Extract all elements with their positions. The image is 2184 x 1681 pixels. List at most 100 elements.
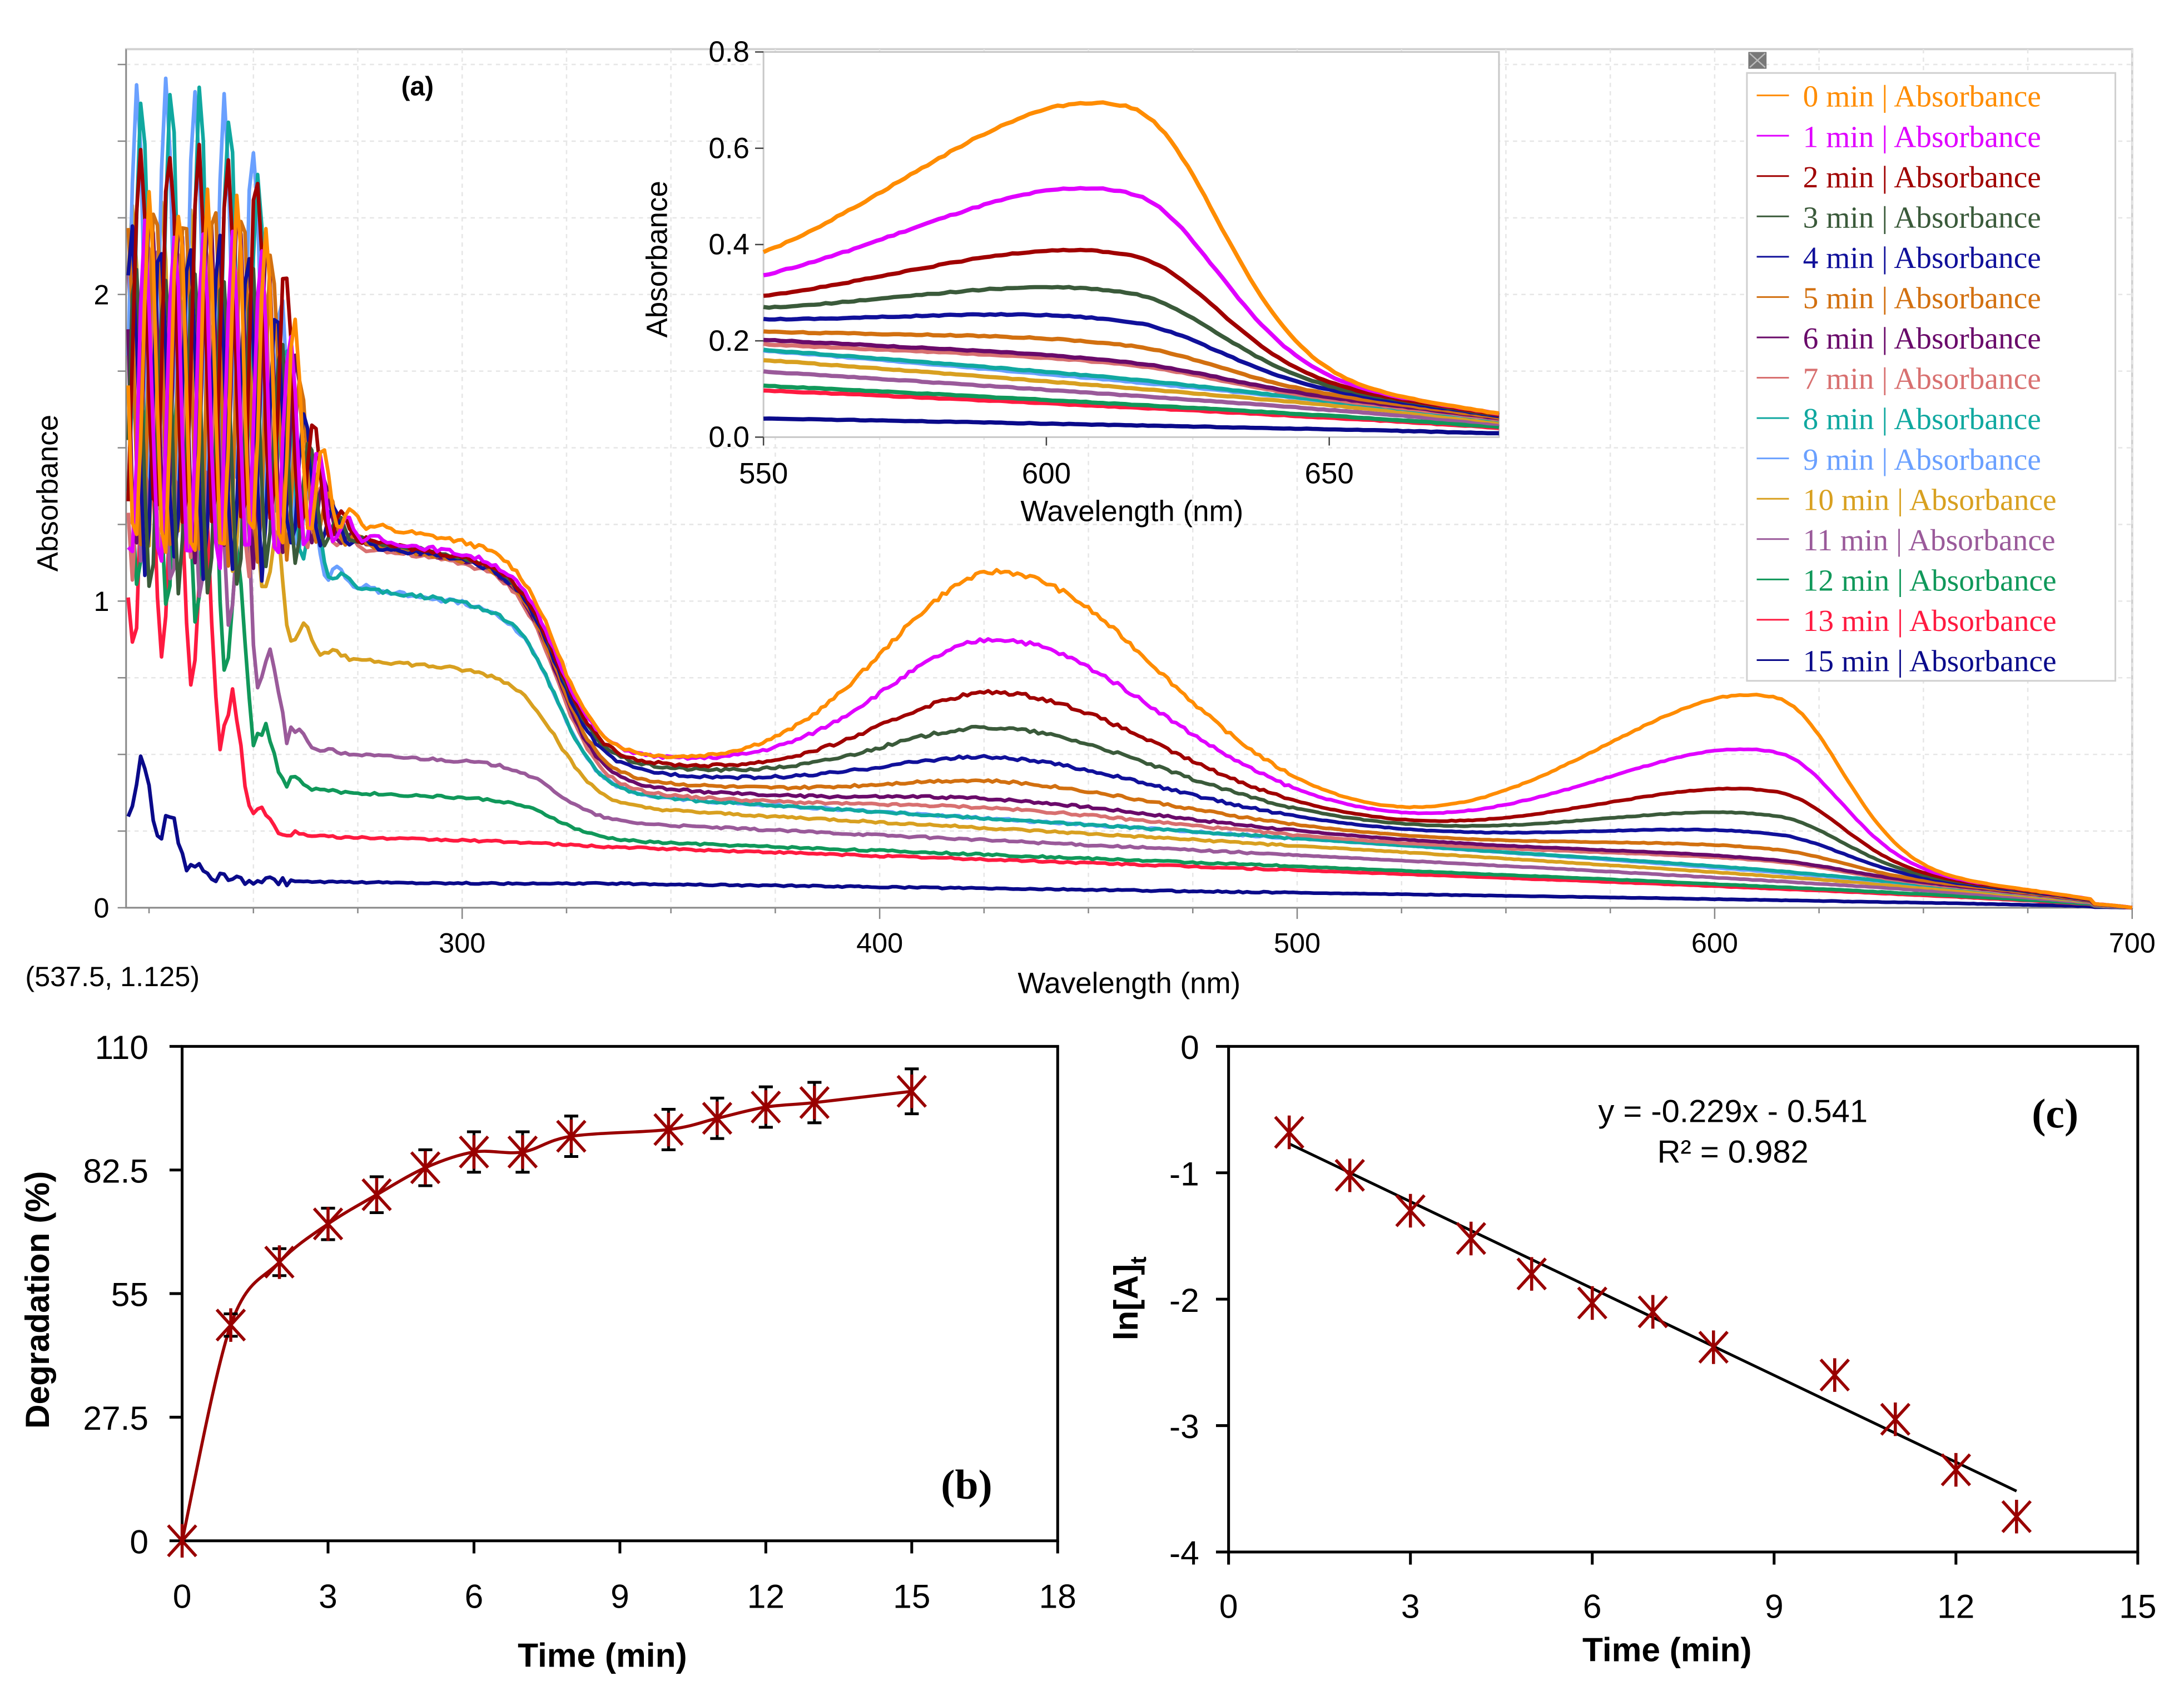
y-axis-label-c: ln[A]t xyxy=(1107,1256,1151,1340)
asterisk-marker xyxy=(1334,1158,1365,1192)
data-b xyxy=(167,1067,927,1558)
data-point-marker xyxy=(507,1135,538,1169)
legend-item[interactable]: 12 min | Absorbance xyxy=(1756,564,2057,598)
inset-y-tick-label: 0.2 xyxy=(708,325,749,357)
inset-y-tick-label: 0.8 xyxy=(708,36,749,68)
y-tick-label-b: 110 xyxy=(95,1028,148,1066)
legend-item[interactable]: 7 min | Absorbance xyxy=(1756,362,2041,396)
inset-line-10min xyxy=(763,358,1500,424)
asterisk-marker xyxy=(167,1524,197,1558)
x-tick-label-b: 9 xyxy=(610,1578,629,1615)
asterisk-marker xyxy=(215,1308,246,1342)
legend-label: 1 min | Absorbance xyxy=(1803,120,2041,153)
inset-lines xyxy=(762,100,1500,436)
close-icon xyxy=(1749,53,1766,68)
asterisk-marker xyxy=(751,1090,781,1124)
x-axis-label-b: Time (min) xyxy=(518,1637,687,1674)
legend-item[interactable]: 15 min | Absorbance xyxy=(1756,644,2057,678)
data-point-marker xyxy=(410,1151,441,1185)
inset-y-tick-label: 0.4 xyxy=(708,228,749,261)
fit-equation: y = -0.229x - 0.541 xyxy=(1598,1093,1868,1129)
panel-label-b: (b) xyxy=(941,1462,992,1508)
inset-line-5min xyxy=(763,329,1500,420)
cursor-readout: (537.5, 1.125) xyxy=(25,961,200,992)
data-point-marker xyxy=(1274,1115,1304,1150)
legend-items: 0 min | Absorbance 1 min | Absorbance 2 mi… xyxy=(1756,79,2057,678)
legend-label: 3 min | Absorbance xyxy=(1803,200,2041,234)
x-tick-label-a: 600 xyxy=(1691,927,1738,959)
legend-item[interactable]: 2 min | Absorbance xyxy=(1756,160,2041,194)
data-point-marker xyxy=(1334,1158,1365,1192)
spectrum-line-11min xyxy=(126,250,2133,910)
x-tick-label-c: 6 xyxy=(1583,1587,1602,1625)
legend-item[interactable]: 8 min | Absorbance xyxy=(1756,402,2041,436)
panel-a-spectra: 300 400 500 600 700 0 1 2 (a) Wavelength (nm) A… xyxy=(25,36,2155,1000)
x-tick-label-a: 500 xyxy=(1274,927,1321,959)
asterisk-marker xyxy=(507,1135,538,1169)
plot-area-b xyxy=(181,1045,1059,1543)
y-axis-label-c-sub: t xyxy=(1126,1256,1151,1264)
ticks-a: 300 400 500 600 700 0 1 2 xyxy=(93,49,2156,959)
x-tick-label-b: 15 xyxy=(893,1578,930,1615)
y-tick-label-b: 82.5 xyxy=(83,1152,148,1190)
spectrum-line-15min xyxy=(126,754,2132,910)
data-point-marker xyxy=(799,1086,830,1120)
legend-label: 6 min | Absorbance xyxy=(1803,321,2041,355)
data-c xyxy=(1274,1115,2032,1534)
data-point-marker xyxy=(1819,1358,1850,1392)
ticks-c: 0 3 6 9 12 15 0 -1 -2 -3 -4 xyxy=(1169,1028,2156,1625)
legend-item[interactable]: 5 min | Absorbance xyxy=(1756,281,2041,315)
asterisk-marker xyxy=(799,1086,830,1120)
legend-item[interactable]: 13 min | Absorbance xyxy=(1756,604,2057,638)
inset-line-15min xyxy=(763,416,1499,436)
legend-item[interactable]: 11 min | Absorbance xyxy=(1756,523,2056,557)
spectrum-line-2min xyxy=(126,142,2133,910)
x-tick-label-c: 15 xyxy=(2119,1587,2156,1625)
asterisk-marker xyxy=(556,1119,587,1153)
y-tick-label-c: -4 xyxy=(1169,1534,1199,1572)
legend-item[interactable]: 3 min | Absorbance xyxy=(1756,200,2041,234)
asterisk-marker xyxy=(1456,1221,1486,1256)
y-axis-label-b: Degradation (%) xyxy=(18,1171,56,1429)
legend-item[interactable]: 1 min | Absorbance xyxy=(1756,120,2041,153)
inset-line-11min xyxy=(763,369,1500,426)
x-tick-label-c: 3 xyxy=(1401,1587,1420,1625)
data-point-marker xyxy=(896,1074,927,1108)
legend-item[interactable]: 0 min | Absorbance xyxy=(1756,79,2041,113)
legend-item[interactable]: 10 min | Absorbance xyxy=(1756,483,2057,516)
x-tick-label-b: 3 xyxy=(319,1578,337,1615)
asterisk-marker xyxy=(1698,1330,1729,1364)
data-point-marker xyxy=(1637,1295,1669,1329)
x-tick-label-a: 400 xyxy=(856,927,903,959)
spectra-lines xyxy=(126,76,2133,910)
y-tick-label-a: 0 xyxy=(93,892,109,924)
legend-item[interactable]: 6 min | Absorbance xyxy=(1756,321,2041,355)
asterisk-marker xyxy=(1516,1257,1547,1291)
data-point-marker xyxy=(1698,1330,1729,1364)
data-point-marker xyxy=(1395,1193,1426,1228)
x-tick-label-b: 6 xyxy=(465,1578,484,1615)
asterisk-marker xyxy=(1940,1453,1972,1487)
inset-line-12min xyxy=(763,383,1500,429)
inset-line-4min xyxy=(763,312,1500,419)
inset-chart: 550 600 650 0.0 0.2 0.4 0.6 0.8 Wavelength (nm)… xyxy=(641,36,1500,528)
asterisk-marker xyxy=(896,1074,927,1108)
legend-item[interactable]: 9 min | Absorbance xyxy=(1756,442,2041,476)
y-axis-label-c-main: ln[A] xyxy=(1107,1264,1145,1341)
data-point-marker xyxy=(653,1112,684,1147)
asterisk-marker xyxy=(410,1151,441,1185)
y-axis-label-a: Absorbance xyxy=(31,415,64,571)
legend-label: 9 min | Absorbance xyxy=(1803,442,2041,476)
legend-label: 7 min | Absorbance xyxy=(1803,362,2041,396)
inset-x-tick-label: 600 xyxy=(1022,457,1071,490)
asterisk-marker xyxy=(1637,1295,1669,1329)
x-tick-label-a: 700 xyxy=(2109,927,2156,959)
inset-y-tick-label: 0.6 xyxy=(708,132,749,165)
inset-line-2min xyxy=(763,247,1500,417)
asterisk-marker xyxy=(1577,1286,1607,1320)
y-tick-label-b: 27.5 xyxy=(83,1399,148,1437)
legend-label: 11 min | Absorbance xyxy=(1803,523,2056,557)
panel-label-a: (a) xyxy=(401,72,434,102)
asterisk-marker xyxy=(1395,1193,1426,1228)
legend-item[interactable]: 4 min | Absorbance xyxy=(1756,241,2041,275)
